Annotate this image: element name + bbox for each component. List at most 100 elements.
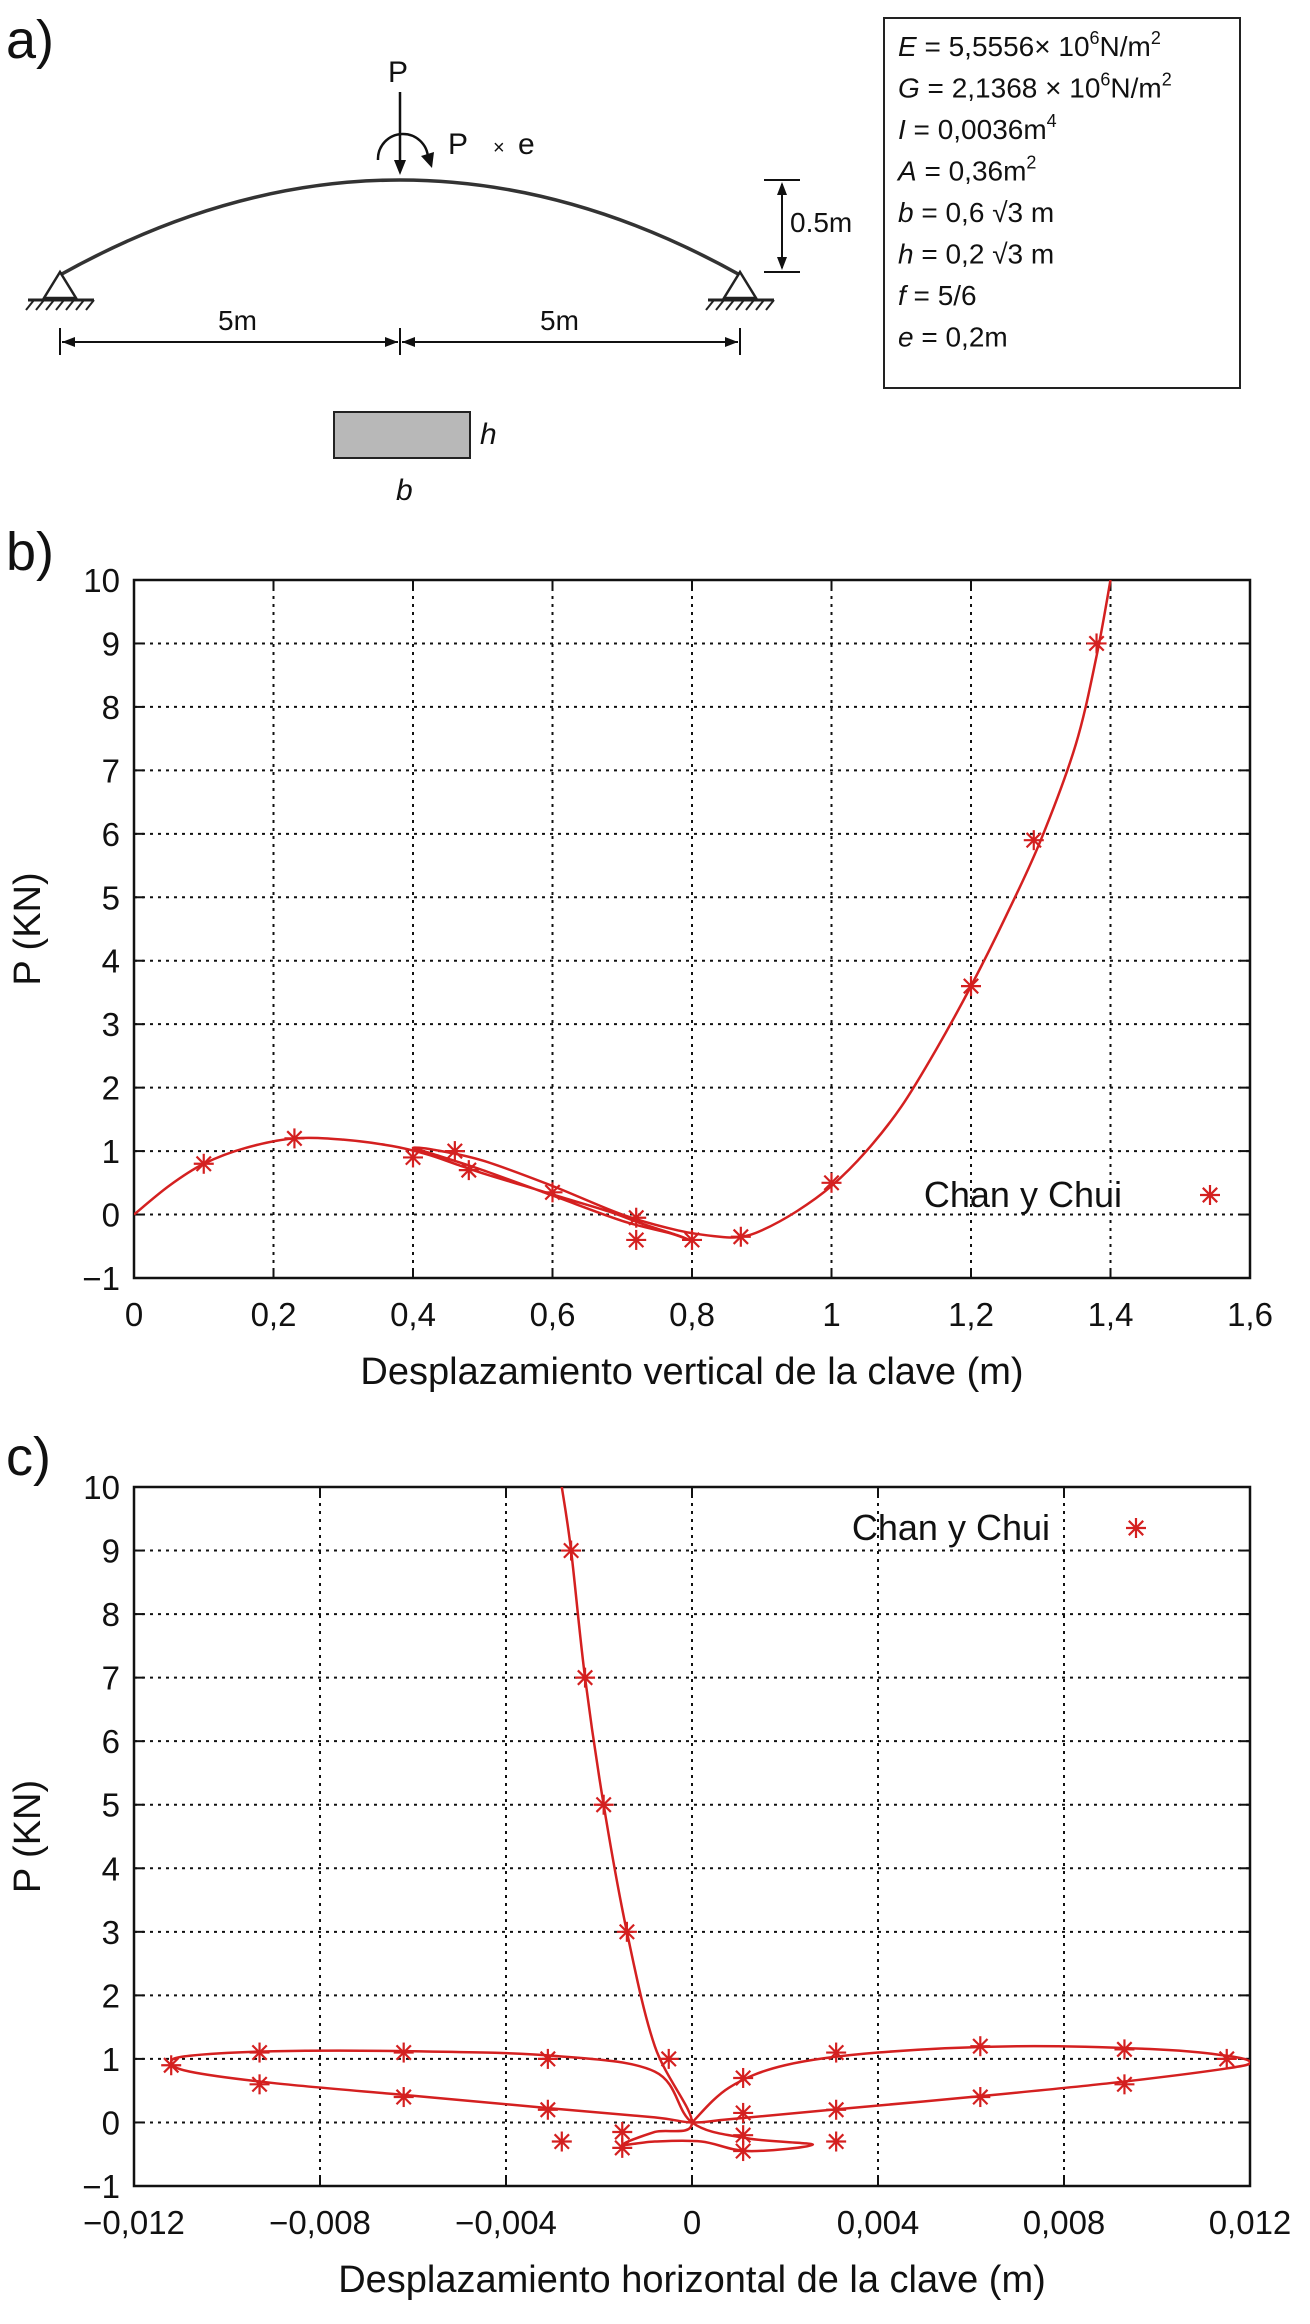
x-tick-label: 1,6 (1227, 1296, 1273, 1333)
data-marker (970, 2036, 991, 2057)
property-line: f = 5/6 (898, 280, 977, 311)
data-marker (193, 1153, 214, 1174)
data-marker (682, 1229, 702, 1250)
legend-label: Chan y Chui (924, 1174, 1122, 1215)
property-line: h = 0,2 √3 m (898, 239, 1054, 270)
x-tick-label: −0,004 (455, 2204, 557, 2241)
panel-a-letter: a) (6, 10, 54, 70)
right-support-icon (705, 269, 775, 311)
data-marker (970, 2087, 991, 2108)
y-tick-label: 8 (102, 689, 120, 726)
data-marker (403, 1147, 423, 1168)
x-tick-label: 0,4 (390, 1296, 436, 1333)
series-line (169, 1487, 1250, 2153)
y-tick-label: 4 (102, 943, 120, 980)
y-tick-label: 2 (102, 1977, 120, 2014)
data-marker (826, 2042, 847, 2063)
x-tick-label: 1,4 (1088, 1296, 1134, 1333)
panel-c-letter: c) (6, 1427, 51, 1487)
panel-b: b) 0 0,2 0,4 0,6 0,8 1 1,2 1,4 1,6−1012345678910… (6, 522, 1273, 1393)
data-marker (444, 1141, 465, 1162)
data-marker (393, 2042, 414, 2063)
cross-section (333, 411, 471, 459)
panel-b-letter: b) (6, 522, 54, 582)
data-marker (612, 2137, 633, 2158)
data-marker (821, 1172, 842, 1193)
data-marker (1216, 2048, 1237, 2069)
legend-marker (1200, 1185, 1220, 1205)
rise-label: 0.5m (790, 207, 852, 238)
x-tick-label: 0,012 (1209, 2204, 1292, 2241)
y-tick-label: 10 (83, 562, 120, 599)
x-tick-label: −0,008 (269, 2204, 371, 2241)
property-line: e = 0,2m (898, 322, 1008, 353)
data-marker (161, 2055, 182, 2076)
x-tick-label: −0,012 (83, 2204, 185, 2241)
y-axis-label: P (KN) (7, 1780, 49, 1893)
section-b-label: b (396, 474, 413, 507)
left-support-icon (25, 269, 95, 311)
y-tick-label: 4 (102, 1850, 120, 1887)
data-marker (249, 2074, 270, 2095)
data-marker (1114, 2039, 1135, 2060)
y-tick-label: 6 (102, 1723, 120, 1760)
data-marker (733, 2102, 754, 2123)
x-tick-label: 0,008 (1023, 2204, 1106, 2241)
span-left-label: 5m (218, 305, 257, 336)
moment-label-p: P (448, 128, 468, 161)
data-marker (826, 2099, 847, 2120)
y-tick-label: −1 (82, 1260, 120, 1297)
x-axis-label: Desplazamiento horizontal de la clave (m… (338, 2259, 1046, 2301)
y-tick-label: 1 (102, 1133, 120, 1170)
data-marker (961, 976, 981, 997)
chart-vertical-displacement: 0 0,2 0,4 0,6 0,8 1 1,2 1,4 1,6−1012345678910Des… (7, 562, 1273, 1393)
x-tick-label: 0,2 (251, 1296, 297, 1333)
data-marker (658, 2048, 679, 2069)
load-label: P (388, 56, 408, 89)
x-tick-label: 0 (683, 2204, 701, 2241)
x-tick-label: 0 (125, 1296, 143, 1333)
data-marker (249, 2042, 270, 2063)
rise-dimension (764, 179, 800, 273)
x-tick-label: 1 (822, 1296, 840, 1333)
y-tick-label: 3 (102, 1914, 120, 1951)
moment-arrow-icon (376, 132, 434, 168)
data-marker (537, 2099, 558, 2120)
y-tick-label: 9 (102, 625, 120, 662)
section-h-label: h (480, 418, 497, 451)
data-marker (1114, 2074, 1135, 2095)
data-marker (458, 1160, 479, 1181)
data-marker (537, 2048, 558, 2069)
y-tick-label: 5 (102, 879, 120, 916)
property-line: A = 0,36m2 (896, 153, 1036, 187)
data-marker (1086, 633, 1107, 654)
y-tick-label: 6 (102, 816, 120, 853)
data-marker (626, 1207, 647, 1228)
property-line: b = 0,6 √3 m (898, 197, 1054, 228)
data-marker (733, 2141, 754, 2162)
legend-label: Chan y Chui (852, 1507, 1050, 1548)
x-axis-label: Desplazamiento vertical de la clave (m) (360, 1351, 1023, 1393)
data-marker (593, 1794, 614, 1815)
y-tick-label: 7 (102, 1660, 120, 1697)
y-tick-label: 5 (102, 1787, 120, 1824)
y-tick-label: 9 (102, 1533, 120, 1570)
data-marker (626, 1229, 647, 1250)
y-tick-label: 8 (102, 1596, 120, 1633)
property-line: I = 0,0036m4 (898, 111, 1057, 145)
properties-box (883, 17, 1241, 389)
span-right-label: 5m (540, 305, 579, 336)
y-axis-label: P (KN) (7, 872, 49, 985)
x-tick-label: 0,8 (669, 1296, 715, 1333)
y-tick-label: 1 (102, 2041, 120, 2078)
load-arrow-icon (394, 92, 406, 175)
y-tick-label: 10 (83, 1469, 120, 1506)
chart-horizontal-displacement: −0,012 −0,008 −0,004 0 0,004 0,008 0,012 −1 0 1 2 3… (7, 1469, 1291, 2301)
moment-label-e: e (518, 128, 535, 161)
y-tick-label: 7 (102, 752, 120, 789)
y-tick-label: 3 (102, 1006, 120, 1043)
y-tick-label: −1 (82, 2168, 120, 2205)
property-line: G = 2,1368 × 106N/m2 (898, 70, 1172, 104)
data-marker (730, 1226, 751, 1247)
